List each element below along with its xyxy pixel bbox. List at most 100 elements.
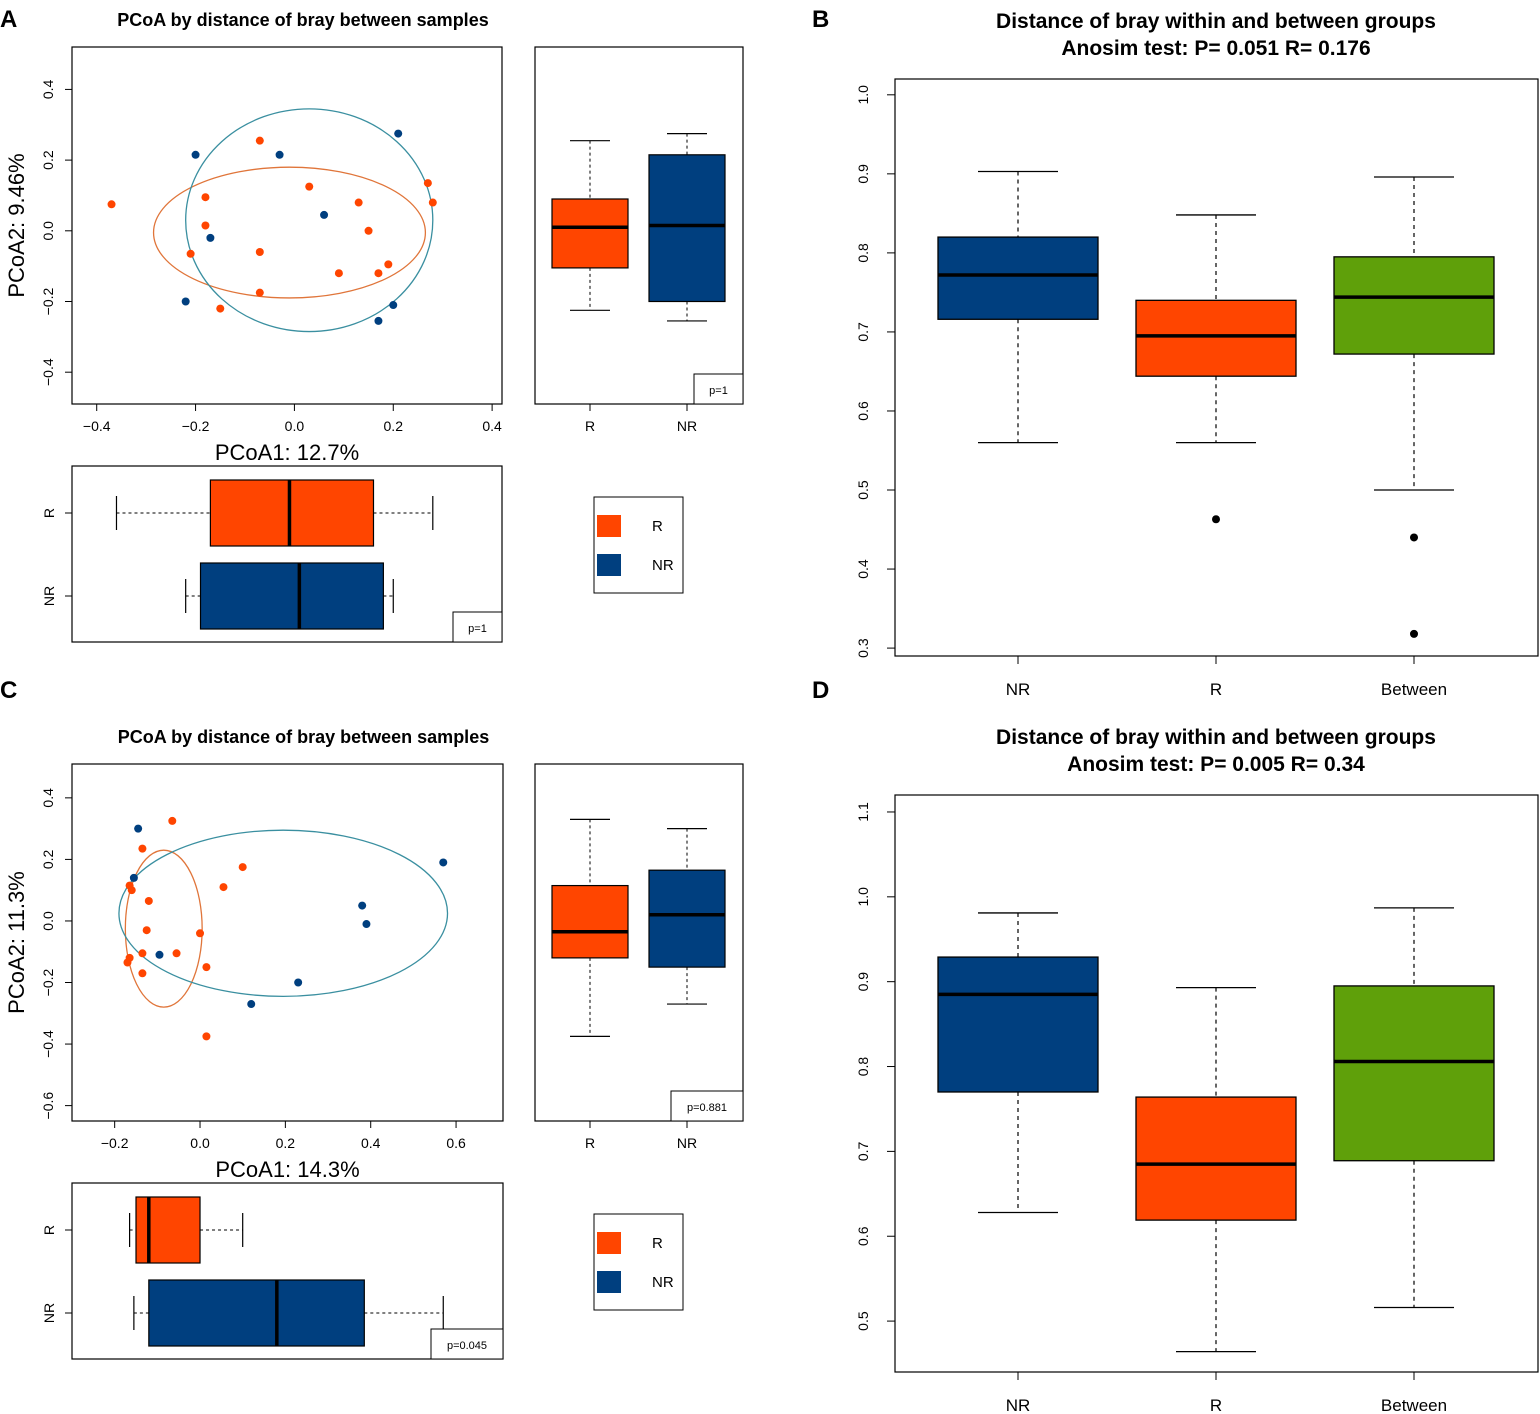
point-r — [123, 958, 132, 967]
legend-swatch-r — [597, 1232, 621, 1254]
point-r — [142, 926, 151, 935]
point-r — [255, 288, 264, 297]
point-r — [219, 883, 228, 892]
x-axis-label: PCoA1: 12.7% — [215, 440, 359, 465]
legend-label-nr: NR — [652, 1274, 674, 1291]
point-r — [334, 269, 343, 278]
x-tick-label: NR — [1006, 1396, 1031, 1414]
point-nr — [129, 873, 138, 882]
bottom-p-box — [430, 1328, 504, 1360]
legend-label-nr: NR — [652, 557, 674, 574]
point-r — [202, 963, 211, 972]
side-p-value: p=1 — [709, 385, 728, 397]
bottom-box-nr — [199, 562, 384, 630]
y-tick-label: 0.0 — [40, 911, 56, 931]
bottom-box-nr — [148, 1279, 365, 1347]
bottom-y-tick-label: R — [41, 1225, 57, 1235]
y-tick-label: −0.4 — [40, 1030, 56, 1058]
panel-label-b: B — [812, 6, 829, 33]
y-tick-label: 0.5 — [855, 480, 871, 500]
side-box-nr — [648, 869, 726, 968]
legend-label-r: R — [652, 1235, 663, 1252]
y-tick-label: 0.8 — [855, 1057, 871, 1077]
point-r — [374, 269, 383, 278]
bottom-p-value: p=0.045 — [447, 1340, 487, 1352]
x-tick-label: R — [1210, 1396, 1222, 1414]
ellipse-nr — [118, 829, 449, 998]
point-nr — [134, 824, 143, 833]
x-tick-label: Between — [1381, 680, 1447, 699]
x-tick-label: 0.2 — [276, 1135, 296, 1151]
point-nr — [374, 316, 383, 325]
outlier-r — [1212, 515, 1220, 524]
legend-swatch-nr — [597, 554, 621, 576]
y-tick-label: 0.5 — [855, 1311, 871, 1331]
point-r — [354, 198, 363, 207]
side-x-tick-label: NR — [677, 1135, 697, 1151]
x-axis-label: PCoA1: 14.3% — [215, 1157, 359, 1182]
point-nr — [275, 150, 284, 159]
point-r — [172, 949, 181, 958]
point-r — [127, 886, 136, 895]
plot-subtitle: Anosim test: P= 0.051 R= 0.176 — [1061, 37, 1370, 60]
y-axis-label: PCoA2: 9.46% — [4, 153, 29, 297]
point-nr — [247, 1000, 256, 1009]
point-nr — [206, 233, 215, 242]
y-tick-label: 0.6 — [855, 1226, 871, 1246]
plot-title: PCoA by distance of bray between samples — [117, 10, 488, 30]
y-tick-label: 0.3 — [855, 638, 871, 658]
y-tick-label: 0.7 — [855, 322, 871, 342]
panel-label-d: D — [812, 677, 829, 704]
point-nr — [358, 901, 367, 910]
y-tick-label: 0.4 — [40, 788, 56, 808]
point-r — [138, 949, 147, 958]
point-r — [168, 816, 177, 825]
point-nr — [155, 950, 164, 959]
y-tick-label: 1.0 — [855, 887, 871, 907]
point-r — [216, 304, 225, 313]
panel-b: Distance of bray within and between grou… — [855, 10, 1539, 699]
point-r — [186, 249, 195, 258]
y-tick-label: 0.0 — [40, 221, 56, 241]
plot-subtitle: Anosim test: P= 0.005 R= 0.34 — [1067, 753, 1365, 776]
x-tick-label: 0.4 — [361, 1135, 381, 1151]
point-r — [196, 929, 205, 938]
point-nr — [439, 858, 448, 867]
y-axis-label: PCoA2: 11.3% — [4, 871, 29, 1014]
y-tick-label: 0.6 — [855, 401, 871, 421]
panel-label-c: C — [0, 677, 17, 704]
point-nr — [294, 978, 303, 987]
bottom-y-tick-label: NR — [41, 1303, 57, 1323]
y-tick-label: 0.9 — [855, 972, 871, 992]
box-between — [1333, 256, 1495, 355]
point-r — [202, 1032, 211, 1041]
box-r — [1135, 1096, 1297, 1221]
side-x-tick-label: R — [585, 1135, 595, 1151]
y-tick-label: −0.4 — [40, 358, 56, 386]
point-r — [138, 844, 147, 853]
point-r — [423, 179, 432, 188]
outlier-between — [1410, 533, 1418, 542]
x-tick-label: −0.2 — [182, 418, 210, 434]
panel-d: Distance of bray within and between grou… — [855, 726, 1539, 1414]
x-tick-label: 0.4 — [482, 418, 502, 434]
box-between — [1333, 985, 1495, 1162]
point-r — [364, 226, 373, 235]
plot-title: PCoA by distance of bray between samples — [118, 727, 489, 747]
x-tick-label: 0.0 — [285, 418, 305, 434]
point-r — [255, 136, 264, 145]
outlier-between — [1410, 629, 1418, 638]
x-tick-label: R — [1210, 680, 1222, 699]
point-r — [144, 896, 153, 905]
point-nr — [181, 297, 190, 306]
point-nr — [389, 301, 398, 310]
x-tick-label: −0.4 — [83, 418, 111, 434]
ellipse-r — [124, 849, 203, 1008]
legend-box — [593, 496, 684, 594]
y-tick-label: 0.9 — [855, 164, 871, 184]
y-tick-label: 0.7 — [855, 1141, 871, 1161]
side-x-tick-label: R — [585, 418, 595, 434]
point-r — [305, 182, 314, 191]
legend-box — [593, 1213, 684, 1311]
